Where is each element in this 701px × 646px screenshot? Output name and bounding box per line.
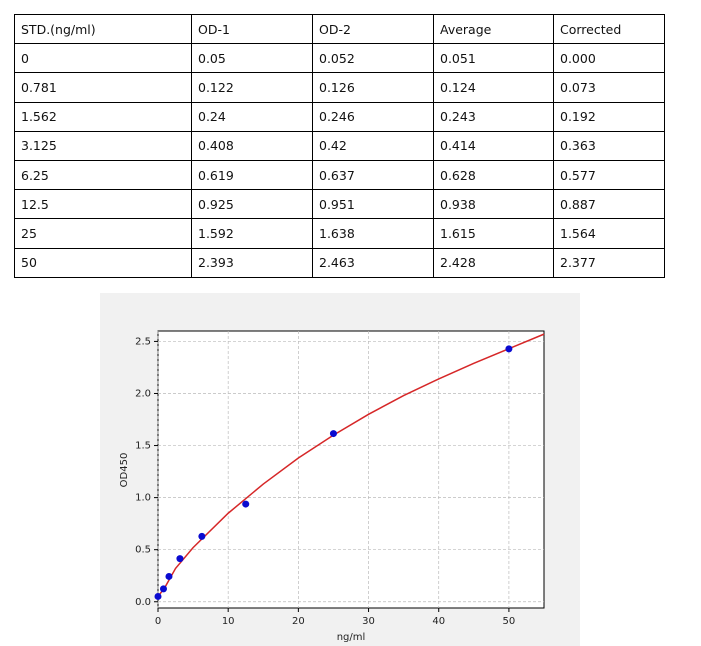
plot-area: [157, 330, 545, 609]
table-cell: 0.887: [553, 189, 665, 220]
table-cell: 50: [14, 247, 192, 278]
table-row: STD.(ng/ml) OD-1 OD-2 Average Corrected: [14, 13, 665, 45]
data-table: STD.(ng/ml) OD-1 OD-2 Average Corrected 0 0.05…: [14, 13, 665, 278]
data-point: [165, 572, 173, 580]
data-point: [176, 555, 184, 563]
table-cell: 0.000: [553, 43, 665, 74]
data-point: [505, 345, 513, 353]
x-tick-label: 0: [155, 616, 161, 627]
y-tick-label: 1.5: [135, 441, 151, 452]
table-cell: 0.243: [433, 101, 554, 132]
x-tick-label: 50: [503, 616, 516, 627]
table-cell: 2.393: [191, 247, 313, 278]
table-cell: 0.408: [191, 130, 313, 161]
y-axis-label: OD450: [119, 453, 130, 488]
table-cell: 0.122: [191, 72, 313, 103]
y-tick-label: 1.0: [135, 493, 151, 504]
data-point: [329, 430, 337, 438]
x-tick-label: 20: [292, 616, 305, 627]
x-axis-label: ng/ml: [337, 632, 366, 643]
table-cell: 0.781: [14, 72, 192, 103]
table-cell: 1.615: [433, 218, 554, 249]
table-cell: Average: [433, 13, 554, 45]
x-tick-label: 30: [362, 616, 375, 627]
table-row: 25 1.592 1.638 1.615 1.564: [14, 218, 665, 249]
table-cell: 0.05: [191, 43, 313, 74]
y-tick-label: 0.5: [135, 545, 151, 556]
data-point: [159, 585, 167, 593]
data-point: [198, 532, 206, 540]
table-row: 0.781 0.122 0.126 0.124 0.073: [14, 72, 665, 103]
table-cell: STD.(ng/ml): [14, 13, 192, 45]
data-point: [154, 592, 162, 600]
table-row: 50 2.393 2.463 2.428 2.377: [14, 247, 665, 278]
table-body: STD.(ng/ml) OD-1 OD-2 Average Corrected 0 0.05…: [14, 13, 665, 278]
table-cell: 0.073: [553, 72, 665, 103]
table-cell: 0.051: [433, 43, 554, 74]
table-cell: 0.628: [433, 159, 554, 191]
table-cell: 12.5: [14, 189, 192, 220]
table-cell: 2.377: [553, 247, 665, 278]
y-tick-label: 2.0: [135, 388, 151, 399]
x-tick-label: 10: [222, 616, 235, 627]
y-tick-label: 2.5: [135, 336, 151, 347]
table-cell: OD-1: [191, 13, 313, 45]
table-cell: 0.619: [191, 159, 313, 191]
table-cell: 0.052: [312, 43, 434, 74]
table-cell: Corrected: [553, 13, 665, 45]
table-cell: 0.126: [312, 72, 434, 103]
table-cell: 0.124: [433, 72, 554, 103]
table-cell: 1.562: [14, 101, 192, 132]
table-cell: 0.246: [312, 101, 434, 132]
table-cell: 1.564: [553, 218, 665, 249]
y-tick-label: 0.0: [135, 597, 151, 608]
x-tick-label: 40: [432, 616, 445, 627]
table-cell: 0.414: [433, 130, 554, 161]
table-row: 1.562 0.24 0.246 0.243 0.192: [14, 101, 665, 132]
fit-curve: [157, 333, 545, 597]
table-cell: 0.577: [553, 159, 665, 191]
table-cell: 2.428: [433, 247, 554, 278]
table-row: 0 0.05 0.052 0.051 0.000: [14, 43, 665, 74]
data-point: [242, 500, 250, 508]
